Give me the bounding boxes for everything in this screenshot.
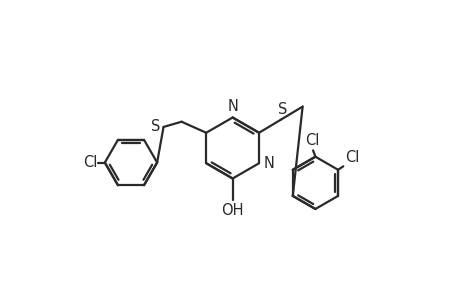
Text: S: S xyxy=(278,102,287,117)
Text: N: N xyxy=(264,156,274,171)
Text: Cl: Cl xyxy=(305,133,319,148)
Text: Cl: Cl xyxy=(82,155,97,170)
Text: S: S xyxy=(151,120,160,134)
Text: Cl: Cl xyxy=(345,149,359,165)
Text: OH: OH xyxy=(221,202,244,218)
Text: N: N xyxy=(227,99,238,114)
